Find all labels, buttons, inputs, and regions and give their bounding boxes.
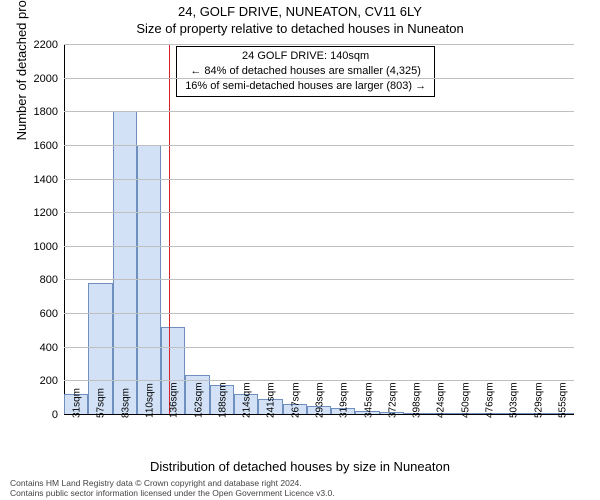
x-tick-label: 31sqm	[70, 388, 83, 418]
x-tick-label: 214sqm	[240, 382, 253, 418]
x-tick-label: 529sqm	[531, 382, 544, 418]
x-tick-label: 424sqm	[434, 382, 447, 418]
attribution: Contains HM Land Registry data © Crown c…	[10, 478, 335, 498]
x-tick-label: 450sqm	[458, 382, 471, 418]
grid-line: 1200	[64, 212, 574, 213]
x-tick-label: 188sqm	[215, 382, 228, 418]
y-tick-label: 1400	[34, 174, 64, 186]
subtitle: Size of property relative to detached ho…	[0, 21, 600, 38]
y-tick-label: 1200	[34, 207, 64, 219]
x-tick-label: 372sqm	[385, 382, 398, 418]
y-tick-label: 1600	[34, 140, 64, 152]
histogram-bar	[113, 111, 137, 414]
y-tick-label: 2000	[34, 73, 64, 85]
title-block: 24, GOLF DRIVE, NUNEATON, CV11 6LY Size …	[0, 0, 600, 38]
bars-container	[64, 44, 574, 414]
grid-line: 1000	[64, 246, 574, 247]
y-tick-label: 200	[40, 375, 64, 387]
x-tick-label: 267sqm	[288, 382, 301, 418]
y-tick-label: 1000	[34, 241, 64, 253]
y-tick-label: 0	[52, 409, 64, 421]
histogram-chart: 24, GOLF DRIVE, NUNEATON, CV11 6LY Size …	[0, 0, 600, 500]
attribution-line1: Contains HM Land Registry data © Crown c…	[10, 478, 335, 488]
main-title: 24, GOLF DRIVE, NUNEATON, CV11 6LY	[0, 4, 600, 21]
y-tick-label: 400	[40, 342, 64, 354]
grid-line: 200	[64, 380, 574, 381]
y-tick-label: 800	[40, 274, 64, 286]
annotation-line1: 24 GOLF DRIVE: 140sqm	[185, 49, 426, 64]
grid-line: 1800	[64, 111, 574, 112]
x-tick-label: 398sqm	[410, 382, 423, 418]
y-axis-label: Number of detached properties	[14, 0, 29, 140]
grid-line: 800	[64, 279, 574, 280]
y-tick-label: 2200	[34, 39, 64, 51]
attribution-line2: Contains public sector information licen…	[10, 488, 335, 498]
grid-line: 600	[64, 313, 574, 314]
y-tick-label: 1800	[34, 106, 64, 118]
grid-line: 1600	[64, 145, 574, 146]
x-tick-label: 110sqm	[143, 383, 156, 418]
grid-line: 2200	[64, 44, 574, 45]
x-tick-label: 345sqm	[361, 382, 374, 418]
x-tick-label: 241sqm	[264, 382, 277, 418]
x-tick-label: 57sqm	[94, 388, 107, 418]
reference-line	[169, 44, 170, 414]
x-tick-label: 83sqm	[118, 388, 131, 418]
x-tick-label: 555sqm	[555, 382, 568, 418]
x-tick-label: 136sqm	[167, 382, 180, 418]
x-tick-label: 476sqm	[483, 382, 496, 418]
x-tick-label: 162sqm	[191, 382, 204, 418]
plot-area: 24 GOLF DRIVE: 140sqm ← 84% of detached …	[64, 44, 574, 414]
annotation-line3: 16% of semi-detached houses are larger (…	[185, 79, 426, 94]
annotation-line2: ← 84% of detached houses are smaller (4,…	[185, 64, 426, 79]
y-tick-label: 600	[40, 308, 64, 320]
x-axis-label: Distribution of detached houses by size …	[0, 459, 600, 474]
x-tick-label: 293sqm	[313, 382, 326, 418]
grid-line: 2000	[64, 78, 574, 79]
grid-line: 1400	[64, 179, 574, 180]
x-tick-label: 503sqm	[507, 382, 520, 418]
annotation-box: 24 GOLF DRIVE: 140sqm ← 84% of detached …	[176, 46, 435, 97]
grid-line: 400	[64, 347, 574, 348]
x-tick-label: 319sqm	[337, 382, 350, 418]
